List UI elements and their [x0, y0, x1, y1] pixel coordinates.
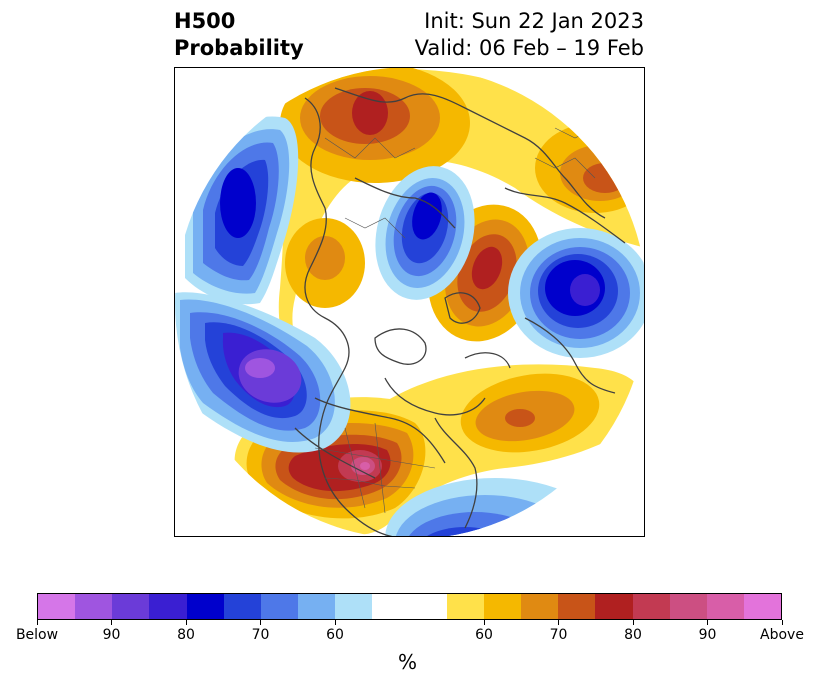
colorbar-unit: %	[398, 650, 418, 674]
colorbar-tickmark	[111, 620, 112, 625]
colorbar-tickmark	[260, 620, 261, 625]
colorbar-segment	[372, 594, 410, 619]
colorbar-segment	[743, 594, 782, 619]
valid-range: Valid: 06 Feb – 19 Feb	[414, 36, 644, 60]
map-title-right: Init: Sun 22 Jan 2023 Valid: 06 Feb – 19…	[415, 8, 644, 62]
colorbar-tick-label: 80	[624, 627, 642, 643]
colorbar-tick-label: Below	[15, 627, 59, 643]
colorbar-segment	[186, 594, 224, 619]
colorbar-tickmark	[632, 620, 634, 625]
colorbar-tickmark	[36, 620, 38, 625]
colorbar-tickmark	[707, 620, 708, 625]
colorbar-segment	[669, 594, 707, 619]
colorbar	[37, 593, 782, 620]
blue-anomaly-west-coast	[175, 292, 351, 453]
blue-anomaly-siberia	[375, 166, 475, 300]
probability-map	[174, 67, 645, 537]
title-product: Probability	[174, 36, 304, 60]
colorbar-segment	[706, 594, 744, 619]
colorbar-tick-label: 60	[326, 627, 344, 643]
colorbar-segment	[298, 594, 336, 619]
colorbar-segment	[149, 594, 187, 619]
colorbar-segment	[223, 594, 261, 619]
colorbar-segment	[112, 594, 150, 619]
colorbar-tickmark	[781, 620, 783, 625]
map-title-left: H500 Probability	[174, 8, 304, 62]
colorbar-segment	[409, 594, 447, 619]
colorbar-segment	[260, 594, 299, 619]
colorbar-tick-label: 80	[177, 627, 195, 643]
colorbar-segment	[446, 594, 484, 619]
init-date: Init: Sun 22 Jan 2023	[424, 9, 644, 33]
red-anomaly-india-tibet	[280, 68, 470, 183]
colorbar-segment	[632, 594, 670, 619]
coastlines	[294, 87, 626, 536]
colorbar-segment	[521, 594, 559, 619]
colorbar-tick-label: 90	[102, 627, 121, 643]
colorbar-tick-label: 60	[475, 627, 493, 643]
colorbar-tick-label: 70	[251, 627, 270, 643]
colorbar-segment	[335, 594, 373, 619]
blue-anomaly-north-pacific	[185, 116, 299, 305]
map-canvas	[175, 68, 644, 536]
title-variable: H500	[174, 9, 236, 33]
colorbar-tickmark	[334, 620, 336, 625]
blue-anomaly-greenland-sea	[508, 228, 644, 358]
colorbar-segment	[558, 594, 596, 619]
colorbar-segment	[595, 594, 633, 619]
colorbar-segment	[483, 594, 522, 619]
colorbar-segment	[38, 594, 76, 619]
colorbar-tickmark	[558, 620, 559, 625]
colorbar-segment	[75, 594, 113, 619]
colorbar-tickmark	[185, 620, 187, 625]
colorbar-tick-label: Above	[760, 627, 804, 643]
colorbar-tickmark	[483, 620, 485, 625]
orange-anomaly-atlantic	[460, 373, 600, 453]
colorbar-tick-label: 90	[698, 627, 717, 643]
colorbar-tick-label: 70	[549, 627, 568, 643]
